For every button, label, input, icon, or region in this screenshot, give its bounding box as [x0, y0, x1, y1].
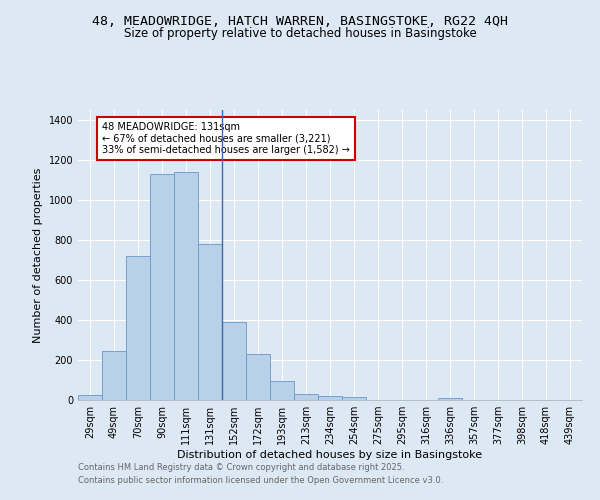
Bar	[222, 322, 246, 400]
Bar	[102, 351, 126, 400]
Y-axis label: Number of detached properties: Number of detached properties	[33, 168, 43, 342]
Bar	[246, 354, 270, 400]
Bar	[150, 174, 174, 400]
Text: Contains HM Land Registry data © Crown copyright and database right 2025.: Contains HM Land Registry data © Crown c…	[78, 462, 404, 471]
X-axis label: Distribution of detached houses by size in Basingstoke: Distribution of detached houses by size …	[178, 450, 482, 460]
Bar	[174, 172, 198, 400]
Bar	[318, 396, 342, 400]
Text: Size of property relative to detached houses in Basingstoke: Size of property relative to detached ho…	[124, 28, 476, 40]
Text: 48, MEADOWRIDGE, HATCH WARREN, BASINGSTOKE, RG22 4QH: 48, MEADOWRIDGE, HATCH WARREN, BASINGSTO…	[92, 15, 508, 28]
Text: 48 MEADOWRIDGE: 131sqm
← 67% of detached houses are smaller (3,221)
33% of semi-: 48 MEADOWRIDGE: 131sqm ← 67% of detached…	[102, 122, 350, 155]
Bar	[126, 256, 150, 400]
Text: Contains public sector information licensed under the Open Government Licence v3: Contains public sector information licen…	[78, 476, 443, 485]
Bar	[198, 244, 222, 400]
Bar	[342, 397, 366, 400]
Bar	[270, 381, 294, 400]
Bar	[438, 398, 462, 400]
Bar	[294, 394, 318, 400]
Bar	[78, 395, 102, 400]
